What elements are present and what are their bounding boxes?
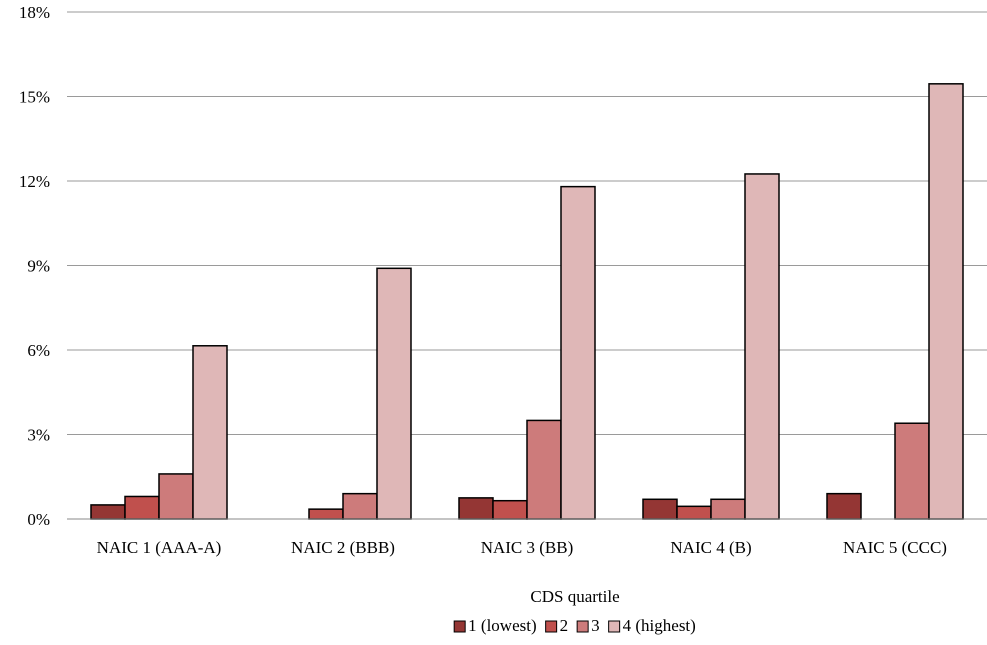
- legend-label: 4 (highest): [623, 616, 696, 635]
- bar: [744, 173, 780, 520]
- y-tick-label: 0%: [27, 510, 50, 529]
- legend-title: CDS quartile: [530, 587, 619, 606]
- y-tick-label: 18%: [19, 3, 50, 22]
- bar: [826, 492, 862, 520]
- y-tick-label: 12%: [19, 172, 50, 191]
- x-tick-label: NAIC 2 (BBB): [291, 538, 395, 557]
- legend-swatch: [545, 620, 558, 633]
- bars: [90, 83, 964, 520]
- x-tick-label: NAIC 3 (BB): [481, 538, 574, 557]
- legend-item: 2: [545, 616, 569, 635]
- legend-swatch: [453, 620, 466, 633]
- bar: [642, 498, 678, 520]
- legend-label: 3: [591, 616, 600, 635]
- x-tick-labels: NAIC 1 (AAA-A) NAIC 2 (BBB) NAIC 3 (BB) NAI…: [97, 538, 947, 557]
- bar: [90, 504, 126, 520]
- bar: [676, 505, 712, 520]
- legend-item: 1 (lowest): [453, 616, 537, 635]
- bar: [526, 419, 562, 520]
- bar: [158, 473, 194, 520]
- bar: [124, 495, 160, 520]
- y-tick-label: 9%: [27, 257, 50, 276]
- legend-item: 4 (highest): [608, 616, 696, 635]
- bar: [308, 508, 344, 520]
- bar: [492, 499, 528, 520]
- bar: [376, 267, 412, 520]
- bar: [928, 83, 964, 520]
- legend-label: 2: [560, 616, 569, 635]
- legend-swatch: [608, 620, 621, 633]
- bar: [342, 492, 378, 520]
- legend-label: 1 (lowest): [468, 616, 536, 635]
- y-tick-label: 15%: [19, 88, 50, 107]
- bar: [458, 497, 494, 520]
- y-tick-label: 6%: [27, 341, 50, 360]
- bar: [192, 345, 228, 520]
- y-tick-label: 3%: [27, 426, 50, 445]
- bar: [560, 185, 596, 520]
- x-tick-label: NAIC 4 (B): [670, 538, 751, 557]
- bar: [710, 498, 746, 520]
- x-tick-label: NAIC 1 (AAA-A): [97, 538, 222, 557]
- legend: 1 (lowest) 2 3 4 (highest): [453, 616, 696, 635]
- legend-item: 3: [576, 616, 600, 635]
- bar: [894, 422, 930, 520]
- legend-swatch: [576, 620, 589, 633]
- y-tick-labels: 0% 3% 6% 9% 12% 15% 18%: [19, 3, 50, 529]
- x-tick-label: NAIC 5 (CCC): [843, 538, 947, 557]
